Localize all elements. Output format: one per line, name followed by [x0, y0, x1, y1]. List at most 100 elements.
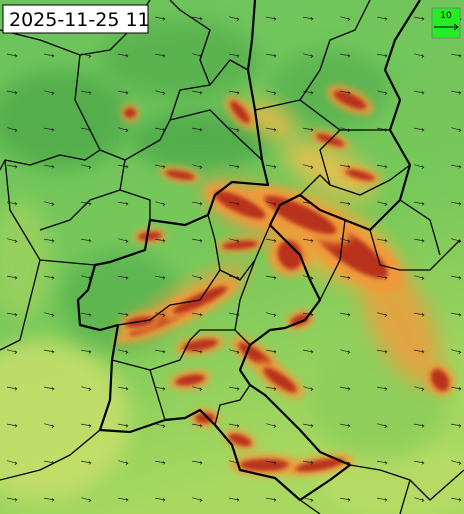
wind-arrow	[44, 90, 54, 94]
wind-arrow-head	[421, 276, 425, 281]
wind-arrow-head	[421, 461, 425, 465]
wind-streak-core	[165, 170, 195, 180]
wind-arrow-head	[14, 91, 18, 95]
legend-label: 10	[440, 11, 452, 21]
wind-arrow-head	[347, 17, 351, 22]
wind-arrow-head	[162, 54, 166, 58]
wind-arrow-head	[125, 461, 129, 466]
wind-arrow	[414, 497, 424, 501]
wind-arrow-head	[310, 54, 314, 59]
wind-arrow	[7, 349, 17, 353]
wind-arrow-head	[347, 350, 351, 355]
wind-arrow-head	[310, 239, 314, 243]
wind-arrow	[266, 275, 276, 279]
wind-arrow-head	[88, 498, 92, 503]
wind-arrow-head	[384, 313, 388, 318]
wind-arrow	[192, 349, 202, 353]
wind-arrow	[266, 53, 276, 57]
wind-arrow	[44, 349, 54, 353]
wind-streak-core	[238, 342, 272, 368]
wind-arrow	[81, 90, 91, 94]
terrain-patch	[100, 20, 260, 100]
wind-arrow-head	[458, 350, 462, 355]
wind-arrow-head	[14, 461, 18, 466]
wind-arrow	[303, 312, 313, 316]
wind-arrow-head	[14, 239, 18, 244]
wind-arrow-head	[310, 350, 314, 354]
wind-arrow	[118, 90, 128, 94]
wind-arrow	[44, 460, 54, 464]
wind-arrow	[340, 312, 350, 316]
wind-arrow	[192, 238, 202, 242]
wind-arrow-head	[88, 350, 92, 354]
wind-arrow-head	[347, 424, 351, 428]
wind-arrow	[44, 275, 54, 279]
wind-arrow-head	[199, 498, 203, 503]
wind-arrow	[303, 127, 313, 131]
wind-arrow-head	[162, 313, 166, 318]
wind-arrow	[266, 201, 276, 205]
wind-streak-core	[333, 90, 367, 110]
wind-arrow-head	[384, 387, 388, 391]
wind-arrow-head	[458, 54, 462, 58]
wind-arrow-head	[199, 239, 203, 243]
wind-arrow	[340, 201, 350, 205]
wind-arrow	[377, 497, 387, 501]
wind-arrow-head	[88, 239, 92, 243]
wind-arrow	[451, 349, 461, 353]
wind-arrow	[155, 312, 165, 316]
wind-arrow	[44, 386, 54, 390]
wind-arrow	[414, 164, 424, 168]
wind-arrow	[340, 90, 350, 94]
wind-arrow-head	[236, 424, 240, 428]
wind-arrow-head	[310, 313, 314, 317]
wind-arrow-head	[162, 424, 166, 429]
wind-arrow-head	[51, 202, 55, 207]
wind-arrow	[7, 497, 17, 501]
wind-arrow-head	[199, 461, 203, 465]
legend: 10	[431, 7, 461, 39]
wind-arrow	[155, 423, 165, 427]
country-border	[76, 0, 421, 502]
wind-arrow-head	[458, 424, 462, 428]
wind-arrow	[303, 423, 313, 427]
wind-arrow-head	[51, 276, 55, 280]
wind-arrow	[7, 127, 17, 131]
wind-arrow-head	[162, 461, 166, 465]
wind-arrow	[340, 386, 350, 390]
wind-arrow-head	[51, 424, 55, 429]
wind-arrow	[229, 349, 239, 353]
wind-arrow	[7, 90, 17, 94]
wind-arrow	[414, 312, 424, 316]
wind-arrow-head	[384, 165, 388, 169]
wind-arrow	[192, 53, 202, 57]
wind-arrow	[414, 16, 424, 20]
wind-arrow	[155, 386, 165, 390]
wind-arrow-head	[347, 498, 351, 502]
wind-arrow	[266, 164, 276, 168]
wind-arrow	[81, 386, 91, 390]
wind-arrow	[7, 386, 17, 390]
wind-arrow-head	[384, 91, 388, 96]
wind-zone	[283, 142, 377, 198]
wind-arrow	[229, 201, 239, 205]
wind-arrow	[377, 386, 387, 390]
wind-arrow-head	[347, 387, 351, 391]
wind-arrow	[118, 275, 128, 279]
wind-arrow-head	[162, 498, 166, 502]
wind-arrow-head	[162, 276, 166, 280]
wind-arrow-head	[199, 165, 203, 170]
wind-arrow-head	[347, 202, 351, 206]
wind-arrow-head	[162, 239, 166, 243]
wind-streak-core	[214, 191, 266, 219]
wind-arrow	[414, 201, 424, 205]
wind-arrow	[192, 312, 202, 316]
wind-streak-core	[277, 240, 303, 270]
wind-arrow-head	[125, 128, 129, 133]
wind-arrow-head	[384, 498, 388, 502]
wind-arrow	[377, 460, 387, 464]
wind-arrow-head	[421, 165, 425, 170]
wind-arrow	[303, 238, 313, 242]
